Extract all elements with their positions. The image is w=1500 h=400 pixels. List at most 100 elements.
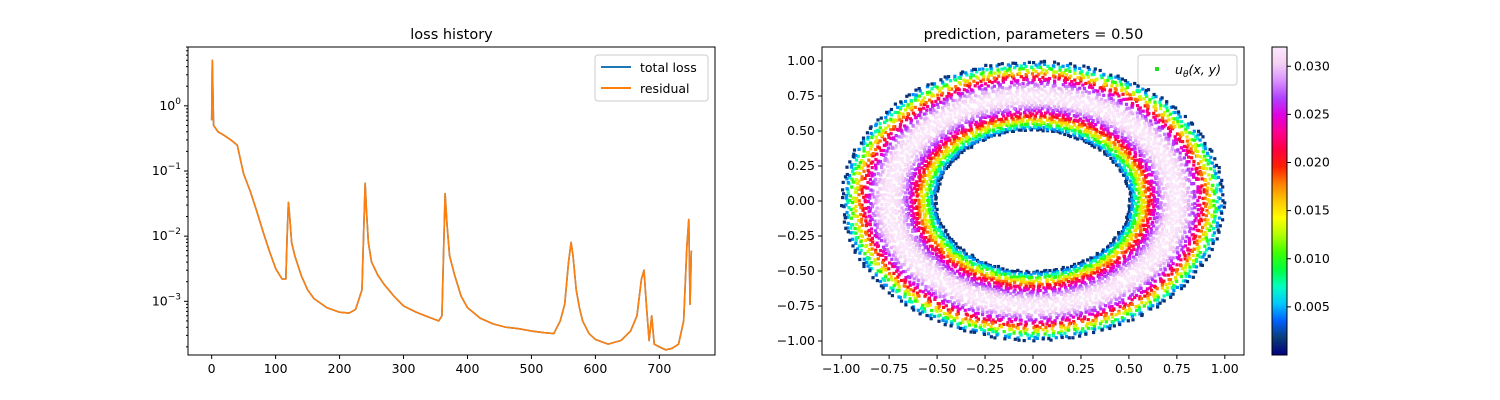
scatter-point [881,253,885,257]
scatter-point [1021,88,1025,92]
scatter-point [1100,89,1104,93]
scatter-point [1156,239,1160,243]
scatter-point [919,201,923,205]
scatter-point [943,126,947,130]
scatter-point [925,262,929,266]
scatter-point [960,150,964,155]
scatter-point [1060,304,1064,308]
scatter-point [1148,137,1153,141]
scatter-point [1088,321,1092,325]
scatter-point [989,311,993,315]
scatter-point [1127,278,1131,282]
scatter-point [1156,181,1161,185]
scatter-point [1086,95,1090,99]
scatter-point [1039,272,1043,276]
scatter-point [928,177,932,181]
scatter-point [1147,124,1152,128]
scatter-point [878,187,882,191]
scatter-point [866,168,870,172]
scatter-point [884,229,888,233]
scatter-point [1100,257,1104,261]
scatter-point [913,137,918,141]
scatter-point [895,211,899,216]
scatter-point [1061,323,1065,328]
scatter-point [1170,223,1174,227]
scatter-point [1174,192,1178,196]
scatter-point [1020,85,1025,89]
scatter-point [1061,113,1065,117]
scatter-point [910,209,914,213]
scatter-point [1007,313,1012,317]
scatter-point [1069,117,1073,121]
scatter-point [1149,126,1153,130]
scatter-point [961,318,965,322]
scatter-point [1133,120,1138,125]
scatter-point [1182,213,1187,217]
scatter-point [1164,219,1168,223]
scatter-point [1152,115,1156,119]
scatter-point [1004,108,1008,112]
scatter-point [968,296,972,300]
scatter-point [1073,311,1077,315]
scatter-point [1088,299,1092,303]
scatter-point [1041,314,1045,318]
scatter-point [1093,255,1097,259]
scatter-point [1128,256,1132,260]
scatter-point [1142,194,1146,198]
scatter-point [984,318,988,322]
scatter-point [1182,200,1186,204]
scatter-point [1162,237,1166,241]
scatter-point [985,291,989,295]
scatter-point [900,178,904,182]
scatter-point [943,230,947,234]
scatter-point [927,153,931,158]
scatter-point [1117,311,1121,315]
scatter-point [900,190,904,194]
scatter-point [978,116,983,120]
scatter-point [938,89,942,93]
scatter-point [1076,90,1080,94]
scatter-point [971,299,976,304]
scatter-point [1084,294,1088,299]
scatter-point [1132,247,1136,251]
scatter-point [1153,291,1157,295]
x-tick-label: 700 [647,361,671,376]
scatter-point [896,275,900,279]
scatter-point [1136,223,1140,227]
scatter-point [910,166,914,170]
scatter-point [1114,146,1118,150]
scatter-point [1130,298,1134,302]
scatter-point [1102,308,1106,312]
scatter-point [1064,124,1068,128]
scatter-point [1047,295,1051,299]
scatter-point [1089,85,1093,89]
scatter-point [1137,164,1141,168]
scatter-point [957,299,961,303]
scatter-point [1107,97,1111,101]
scatter-point [886,133,890,137]
scatter-point [904,118,909,122]
y-tick-label: 10−3 [152,292,181,308]
scatter-point [876,190,880,194]
scatter-point [971,296,975,300]
scatter-point [886,180,890,184]
scatter-point [1027,271,1031,275]
scatter-point [1163,166,1167,170]
scatter-point [1188,195,1192,199]
scatter-point [1075,111,1079,115]
scatter-point [986,75,990,79]
scatter-point [939,256,943,260]
scatter-point [1081,83,1085,87]
scatter-point [1164,248,1168,252]
scatter-point [921,175,925,179]
scatter-point [955,143,959,147]
scatter-point [1116,250,1120,254]
scatter-point [1062,274,1066,278]
scatter-point [1131,131,1135,135]
scatter-point [1044,124,1048,128]
scatter-point [1165,163,1169,167]
scatter-point [993,300,997,304]
scatter-point [922,197,926,201]
scatter-point [1170,268,1174,273]
scatter-point [874,201,878,205]
